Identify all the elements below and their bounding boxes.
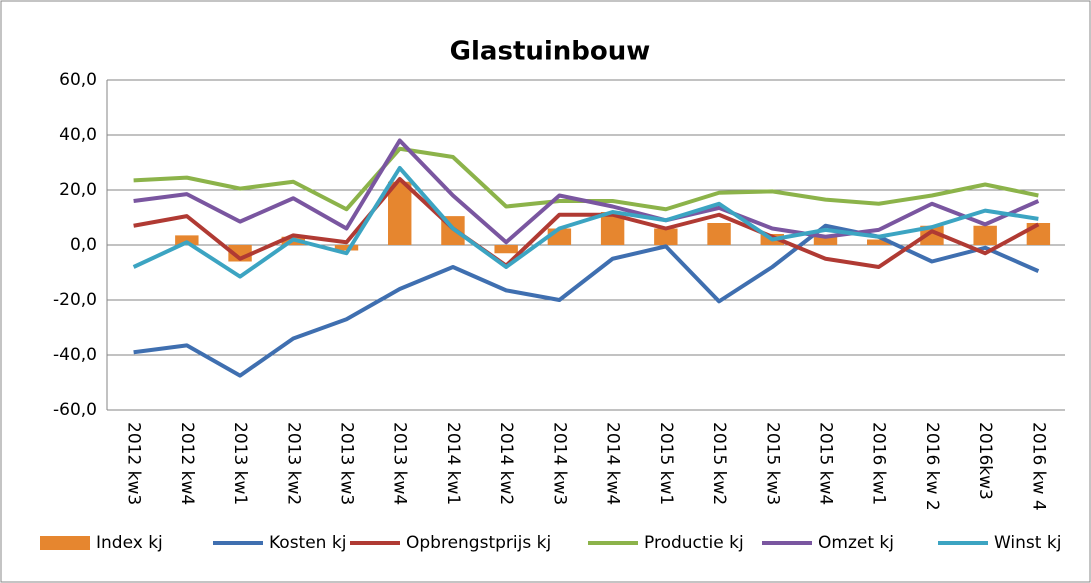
x-tick-label: 2013 kw1: [230, 422, 250, 505]
line: [133, 138, 1040, 245]
bar: [973, 225, 997, 245]
x-tick-label: 2016kw3: [975, 422, 995, 500]
bar: [388, 181, 412, 245]
bar: [867, 239, 891, 245]
y-tick-label: 0,0: [70, 235, 97, 255]
x-tick-label: 2016 kw1: [869, 422, 889, 505]
legend-label: Opbrengstprijs kj: [406, 533, 551, 553]
bar: [600, 212, 625, 245]
x-tick-label: 2015 kw4: [816, 422, 836, 505]
x-tick-label: 2014 kw4: [603, 422, 623, 505]
y-tick-label: -60,0: [53, 400, 97, 420]
x-tick-label: 2013 kw4: [390, 422, 410, 505]
y-tick-label: 20,0: [59, 180, 97, 200]
legend-label: Winst kj: [994, 533, 1061, 553]
line: [133, 223, 1040, 378]
legend-swatch: [40, 536, 90, 550]
x-tick-label: 2014 kw1: [443, 422, 463, 505]
x-tick-label: 2015 kw1: [656, 422, 676, 505]
x-tick-label: 2015 kw2: [709, 422, 729, 505]
bar: [920, 225, 944, 245]
x-tick-label: 2014 kw3: [549, 422, 569, 505]
y-tick-label: 60,0: [59, 70, 97, 90]
x-tick-label: 2016 kw 2: [922, 422, 942, 511]
x-tick-label: 2012 kw3: [124, 422, 144, 505]
x-tick-label: 2013 kw2: [283, 422, 303, 505]
x-tick-label: 2015 kw3: [762, 422, 782, 505]
x-tick-label: 2016 kw 4: [1028, 422, 1048, 511]
x-tick-label: 2012 kw4: [177, 422, 197, 505]
bar: [654, 228, 678, 245]
line: [132, 166, 1039, 279]
bar: [334, 245, 359, 251]
chart-title: Glastuinbouw: [450, 37, 651, 67]
y-tick-label: -40,0: [53, 345, 97, 365]
y-tick-label: -20,0: [53, 290, 97, 310]
legend-label: Index kj: [96, 533, 163, 553]
bar: [494, 245, 518, 254]
legend-label: Productie kj: [644, 533, 744, 553]
bar: [813, 236, 838, 245]
x-tick-label: 2014 kw2: [496, 422, 516, 505]
legend-label: Kosten kj: [269, 533, 346, 553]
x-tick-label: 2013 kw3: [337, 422, 357, 505]
line: [133, 177, 1040, 269]
legend-label: Omzet kj: [818, 533, 894, 553]
bar: [175, 235, 199, 245]
bar: [707, 223, 731, 245]
y-tick-label: 40,0: [59, 125, 97, 145]
